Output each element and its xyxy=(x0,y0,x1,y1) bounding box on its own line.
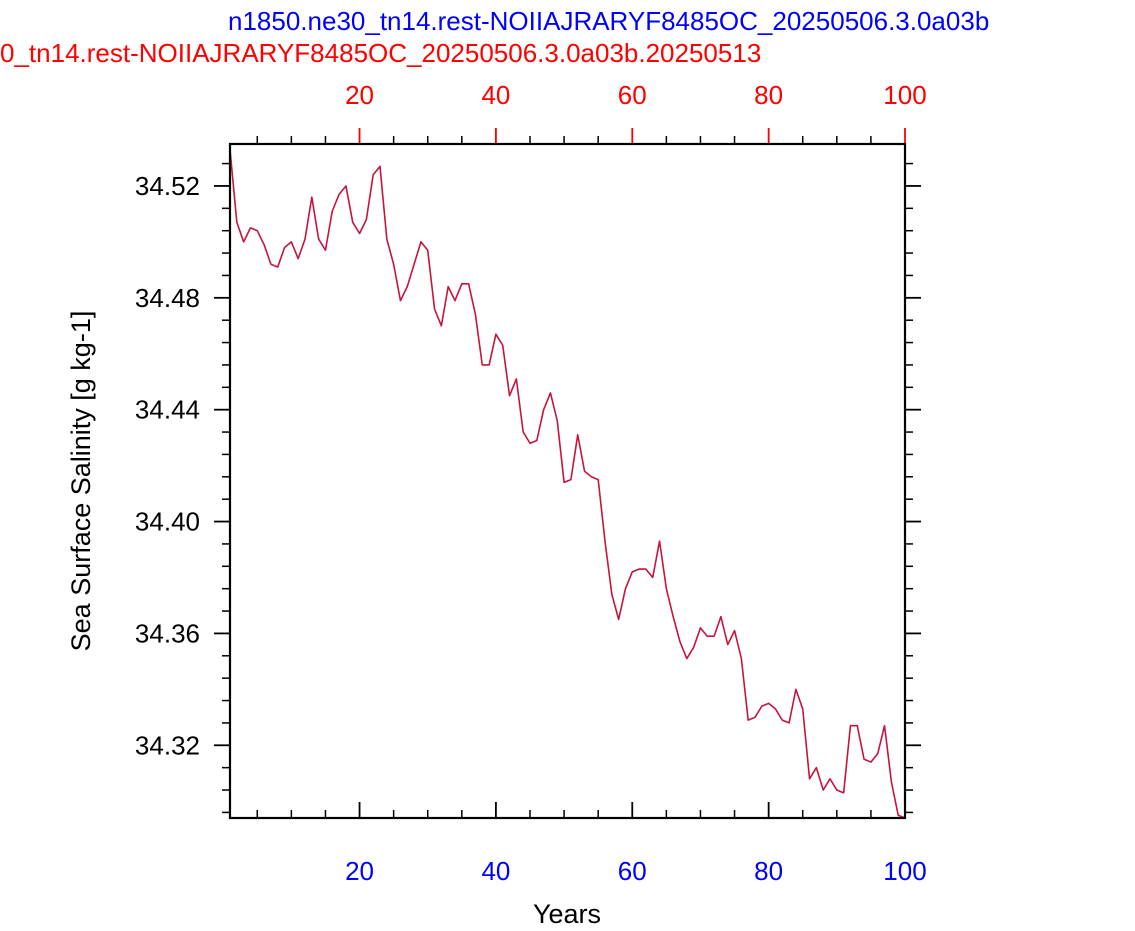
x-tick-label-bottom: 60 xyxy=(618,856,647,886)
x-tick-label-bottom: 80 xyxy=(754,856,783,886)
y-tick-label: 34.32 xyxy=(135,730,200,760)
y-tick-label: 34.40 xyxy=(135,507,200,537)
x-tick-label-top: 20 xyxy=(345,80,374,110)
x-tick-label-bottom: 100 xyxy=(883,856,926,886)
y-tick-label: 34.36 xyxy=(135,618,200,648)
y-tick-label: 34.48 xyxy=(135,283,200,313)
x-tick-label-bottom: 40 xyxy=(481,856,510,886)
x-axis-label: Years xyxy=(533,899,601,929)
chart-title-blue: n1850.ne30_tn14.rest-NOIIAJRARYF8485OC_2… xyxy=(228,6,989,36)
chart-title-red: 0_tn14.rest-NOIIAJRARYF8485OC_20250506.3… xyxy=(0,38,761,68)
y-axis-label: Sea Surface Salinity [g kg-1] xyxy=(66,311,96,652)
x-tick-label-top: 100 xyxy=(883,80,926,110)
left-axis: 34.32 34.36 34.40 34.44 34.48 34.52 xyxy=(135,162,230,814)
top-axis: 20 40 60 80 100 xyxy=(256,80,927,144)
right-axis xyxy=(905,162,921,814)
x-tick-label-top: 80 xyxy=(754,80,783,110)
x-tick-label-top: 60 xyxy=(618,80,647,110)
y-tick-label: 34.44 xyxy=(135,395,200,425)
y-tick-label: 34.52 xyxy=(135,171,200,201)
bottom-axis: 20 40 60 80 100 xyxy=(256,802,927,886)
x-tick-label-bottom: 20 xyxy=(345,856,374,886)
plot-frame xyxy=(228,142,907,820)
salinity-series-line xyxy=(229,149,906,819)
x-tick-label-top: 40 xyxy=(481,80,510,110)
